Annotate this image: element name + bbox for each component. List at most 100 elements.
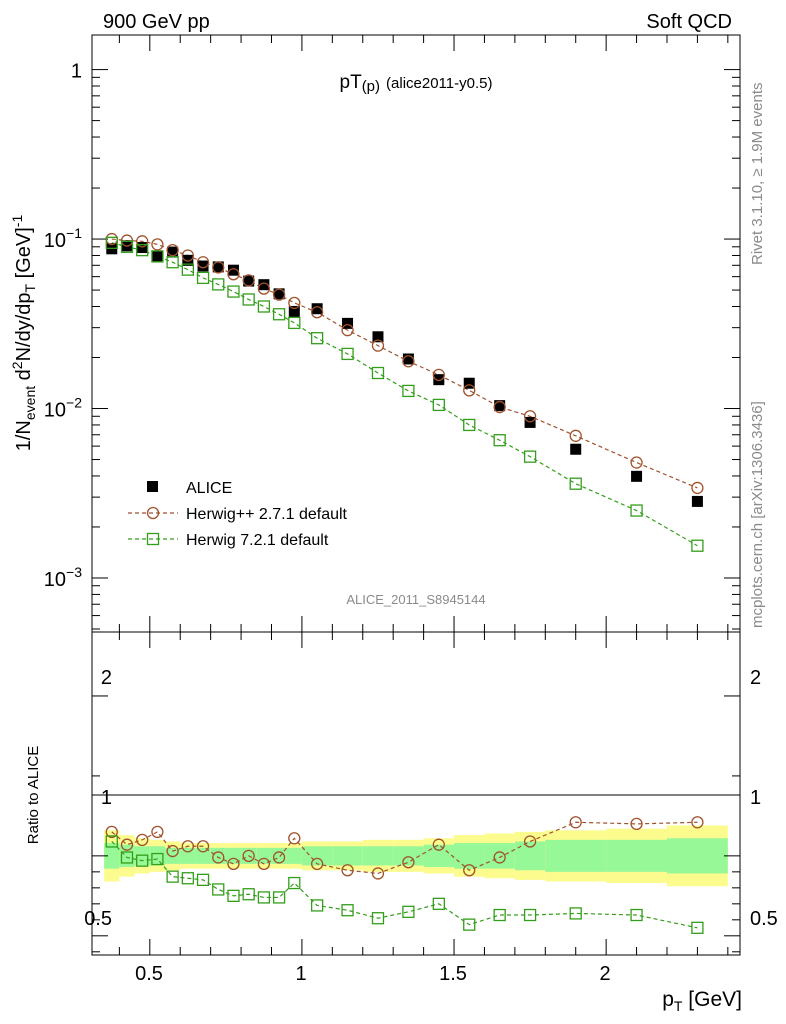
herwig7-point	[432, 398, 445, 412]
ratio-band-inner	[393, 846, 424, 866]
ratio-band-inner	[119, 844, 135, 868]
ratio-herwig7-point	[463, 918, 476, 931]
header-left: 900 GeV pp	[103, 11, 210, 33]
ratio-herwig7-point	[691, 921, 704, 934]
ratio-band-inner	[301, 846, 333, 866]
ratio-herwigpp-point	[402, 856, 415, 869]
herwig7-point	[136, 244, 149, 257]
ratio-herwig7-point	[493, 908, 506, 922]
ratio-band-inner	[666, 838, 728, 874]
chart-title: pT(p) (alice2011-y0.5)	[340, 72, 493, 95]
ratio-band-inner	[195, 847, 211, 864]
herwig7-point	[523, 450, 537, 463]
ratio-herwigpp-point	[105, 825, 118, 839]
ratio-herwigpp-point	[523, 835, 537, 848]
ratio-herwig7-point	[120, 851, 134, 864]
ratio-herwigpp-point	[212, 851, 225, 864]
main-y-tick-label: 10−2	[44, 395, 82, 422]
alice-point	[463, 377, 475, 389]
ratio-herwig7-point	[341, 904, 354, 917]
ratio-band-inner	[606, 839, 667, 872]
ratio-band-inner	[423, 844, 455, 868]
legend-label-herwig7: Herwig 7.2.1 default	[186, 532, 329, 549]
ratio-herwigpp-point	[136, 833, 149, 847]
ratio-line-1	[111, 841, 698, 929]
main-panel: 1 10−1 10−2 10−3 pT(p) (alice2011-y0.5) 1/Ne…	[9, 34, 741, 633]
herwig7-point	[402, 384, 415, 398]
ratio-herwigpp-point	[272, 851, 286, 864]
herwigpp-point	[272, 288, 286, 301]
ratio-band-inner	[149, 846, 166, 866]
herwigpp-point	[691, 481, 704, 495]
ratio-herwigpp-point	[341, 864, 354, 877]
legend-label-alice: ALICE	[186, 480, 232, 497]
ratio-herwig7-point	[432, 897, 445, 910]
main-data-layer	[105, 232, 704, 552]
alice-point	[243, 275, 255, 287]
ratio-axis-ticks	[92, 632, 740, 955]
herwig7-point	[196, 271, 210, 285]
herwigpp-point	[151, 238, 164, 251]
alice-point	[311, 303, 323, 315]
ratio-herwig7-point	[569, 907, 582, 920]
ratio-herwig7-point	[402, 905, 415, 918]
series-line-2	[111, 242, 698, 547]
ratio-band-inner	[362, 846, 394, 866]
herwig7-point	[463, 418, 476, 432]
ratio-herwig7-point	[136, 854, 149, 867]
alice-point	[151, 250, 163, 262]
ratio-band-inner	[104, 843, 120, 869]
herwigpp-point	[493, 400, 506, 414]
ratio-herwig7-point	[227, 889, 240, 902]
ratio-herwig7-point	[257, 891, 271, 904]
ratio-herwigpp-point	[463, 864, 476, 877]
mcplots-label: mcplots.cern.ch [arXiv:1306.3436]	[749, 401, 766, 628]
ratio-herwigpp-point	[493, 851, 506, 864]
legend-marker-alice	[147, 481, 158, 492]
ratio-herwigpp-point	[227, 857, 240, 871]
herwigpp-point	[630, 456, 643, 469]
ratio-herwigpp-point	[569, 816, 582, 829]
herwigpp-point	[227, 268, 240, 281]
ratio-herwigpp-point	[196, 840, 210, 853]
ratio-herwigpp-point	[432, 838, 445, 851]
ratio-herwig7-point	[105, 835, 118, 848]
ratio-y-axis-label: Ratio to ALICE	[25, 746, 42, 844]
ratio-y-tick-label-right-0.5: 0.5	[750, 908, 778, 930]
x-axis-label: pT [GeV]	[662, 988, 742, 1014]
main-axis-ticks	[92, 35, 740, 632]
ratio-herwig7-point	[242, 888, 255, 901]
ratio-panel: 2 1 0.5 2 1 0.5 Ratio to ALICE 0.5 1 1.5…	[25, 631, 778, 1014]
main-y-tick-label: 10−3	[44, 564, 82, 591]
herwig7-point	[569, 477, 582, 490]
herwig7-point	[181, 263, 194, 276]
ratio-herwig7-point	[212, 883, 225, 896]
herwigpp-point	[257, 282, 271, 295]
ratio-y-tick-label-left-2: 2	[101, 667, 112, 689]
alice-point	[631, 470, 643, 482]
herwig7-point	[341, 347, 354, 361]
ratio-herwig7-point	[151, 852, 164, 866]
ratio-herwig7-point	[181, 872, 194, 885]
ratio-herwig7-point	[288, 876, 301, 890]
ratio-band-inner	[484, 843, 515, 869]
herwig7-point	[630, 504, 643, 517]
header-right: Soft QCD	[646, 11, 732, 33]
herwig7-point	[257, 300, 271, 313]
ratio-herwigpp-point	[151, 825, 164, 839]
ratio-herwig7-point	[196, 873, 210, 886]
ratio-band-inner	[210, 847, 226, 864]
alice-point	[342, 317, 354, 329]
alice-point	[197, 260, 209, 272]
legend-label-herwigpp: Herwig++ 2.7.1 default	[186, 506, 348, 523]
ratio-herwigpp-point	[630, 817, 643, 831]
herwigpp-point	[242, 274, 255, 287]
herwigpp-point	[136, 235, 149, 248]
herwigpp-point	[341, 324, 354, 337]
alice-point	[136, 242, 148, 254]
alice-point	[372, 331, 384, 343]
ratio-herwig7-point	[523, 908, 537, 922]
ratio-band-inner	[545, 839, 607, 872]
ratio-herwigpp-point	[288, 832, 301, 845]
ratio-herwigpp-point	[310, 857, 324, 871]
